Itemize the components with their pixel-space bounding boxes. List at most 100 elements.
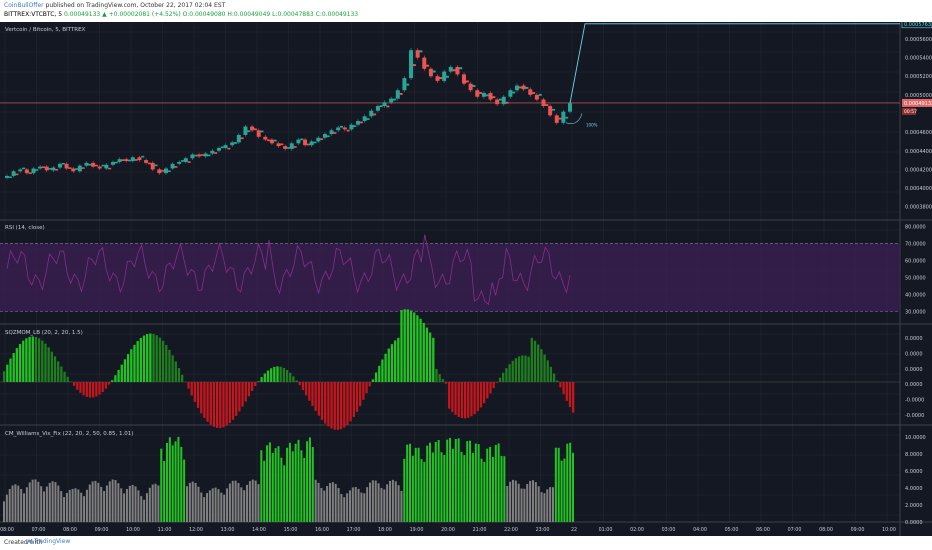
sqz-bar (314, 382, 317, 412)
wvf-bar (165, 443, 168, 522)
sqz-bar (409, 310, 413, 382)
candle-body (373, 113, 377, 116)
wvf-bar (203, 497, 206, 522)
sqz-bar (66, 376, 69, 382)
sqz-bar (206, 382, 209, 422)
wvf-bar (463, 455, 466, 522)
sqz-bar (63, 371, 66, 382)
sqz-bar (270, 368, 273, 382)
wvf-tick-label: 4.0000 (905, 486, 923, 492)
wvf-bar (400, 490, 403, 522)
candle-body (8, 176, 12, 179)
candle-body (475, 90, 480, 97)
candle-body (306, 143, 310, 146)
wvf-bar (469, 440, 472, 522)
sqz-bar (219, 382, 222, 429)
wvf-bar (243, 490, 246, 522)
candle-body (479, 92, 483, 94)
sqz-bar (346, 382, 349, 425)
wvf-bar (231, 480, 234, 522)
time-tick-label: 19:00 (410, 527, 424, 533)
candle-body (91, 162, 96, 167)
wvf-bar (554, 447, 557, 522)
sqz-bar (203, 382, 206, 418)
wvf-bar (183, 459, 186, 522)
wvf-bar (220, 492, 223, 522)
sqz-bar (527, 356, 530, 382)
sqz-bar (384, 353, 387, 382)
footer-bar: Created with TradingView (0, 536, 932, 550)
wvf-bar (20, 489, 23, 522)
wvf-bar (197, 486, 200, 522)
wvf-bar (337, 488, 340, 522)
wvf-bar (451, 448, 454, 522)
candle-body (108, 167, 112, 170)
candle-body (375, 106, 380, 111)
wvf-bar (280, 457, 283, 522)
wvf-bar (74, 488, 77, 522)
tradingview-brand[interactable]: TradingView (34, 538, 71, 545)
time-tick-label: 10:00 (882, 527, 896, 533)
wvf-bar (54, 482, 57, 522)
wvf-bar (311, 447, 314, 522)
candle-body (406, 83, 410, 86)
sqz-bar (37, 338, 41, 382)
candle-body (415, 50, 420, 58)
candle-body (462, 74, 467, 84)
wvf-bar (8, 489, 11, 522)
candle-body (203, 153, 208, 157)
candle-body (48, 168, 52, 170)
sqz-bar (397, 337, 400, 382)
candle-body (110, 161, 115, 165)
wvf-bar (51, 481, 54, 522)
candle-body (283, 146, 288, 149)
author-link[interactable]: CoinBullOffer (4, 2, 44, 9)
candle-body (223, 145, 228, 148)
sqz-bar (549, 366, 553, 382)
sqz-bar (489, 382, 492, 394)
wvf-bar (394, 481, 397, 522)
wvf-bar (297, 439, 300, 522)
sqz-bar (273, 366, 276, 382)
wvf-bar (14, 484, 17, 522)
candle-body (227, 147, 231, 150)
candle-body (88, 163, 92, 166)
symbol-name: BITTREX:VTCBTC, 5 (4, 11, 63, 18)
sqz-bar (505, 368, 508, 382)
candle-body (273, 139, 277, 142)
wvf-bar (268, 442, 271, 522)
candle-body (137, 157, 142, 161)
sqz-bar (543, 354, 546, 382)
last-price: 0.00049133 (63, 11, 101, 18)
sqz-bar (425, 327, 429, 382)
candle-body (508, 90, 513, 97)
wvf-bar (45, 486, 48, 522)
sqz-bar (530, 337, 533, 382)
sqz-bar (413, 312, 416, 382)
wvf-bar (206, 493, 209, 522)
wvf-bar (251, 479, 254, 522)
wvf-bar (566, 443, 569, 522)
rsi-band (0, 243, 900, 312)
candle-body (243, 126, 248, 135)
sqz-bar (168, 349, 171, 382)
wvf-bar (371, 480, 374, 522)
candle-body (94, 164, 98, 167)
sqz-bar (292, 376, 295, 382)
sqz-bar (330, 382, 333, 429)
publish-line: CoinBullOffer published on TradingView.c… (4, 2, 225, 10)
sqz-bar (454, 382, 457, 415)
time-tick-label: 08:00 (63, 527, 77, 533)
candle-body (210, 150, 215, 154)
wvf-bar (486, 448, 489, 522)
candle-body (320, 138, 324, 141)
sqz-bar (196, 382, 200, 408)
time-tick-label: 17:00 (347, 527, 361, 533)
wvf-bar (200, 492, 203, 522)
wvf-bar (131, 484, 134, 522)
wvf-bar (460, 451, 463, 522)
